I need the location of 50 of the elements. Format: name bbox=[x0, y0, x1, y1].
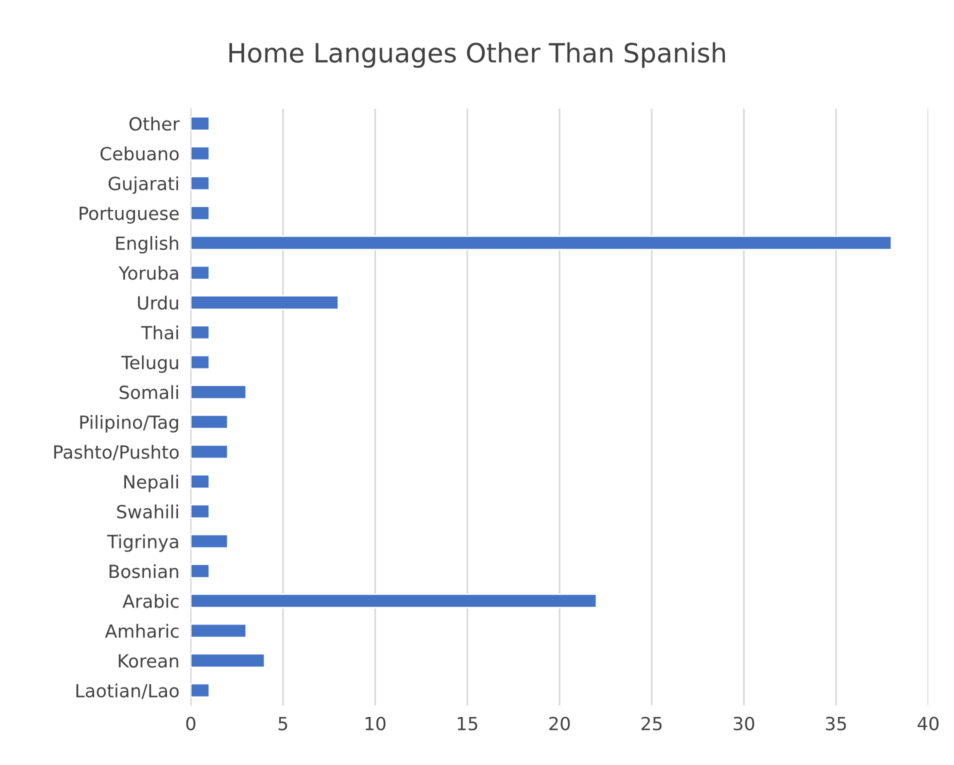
y-tick-label: Yoruba bbox=[118, 266, 178, 280]
chart-title: Home Languages Other Than Spanish bbox=[229, 42, 725, 68]
x-tick-label: 0 bbox=[186, 716, 196, 730]
y-tick-label: Laotian/Lao bbox=[76, 684, 179, 699]
x-tick-label: 30 bbox=[734, 716, 754, 730]
y-tick-label: Cebuano bbox=[100, 146, 179, 160]
x-tick-label: 20 bbox=[549, 716, 570, 730]
bar bbox=[190, 444, 228, 460]
bar bbox=[190, 564, 210, 578]
x-tick-label: 10 bbox=[366, 716, 386, 730]
y-tick-label: Gujarati bbox=[108, 176, 178, 194]
bar bbox=[190, 504, 210, 519]
y-tick-label: Amharic bbox=[105, 624, 179, 638]
bar bbox=[190, 295, 339, 310]
bar bbox=[190, 235, 892, 250]
bar bbox=[190, 683, 210, 698]
bar bbox=[190, 354, 210, 370]
x-tick-label: 40 bbox=[918, 716, 939, 730]
x-tick-label: 5 bbox=[278, 716, 288, 730]
bar bbox=[190, 474, 210, 489]
x-tick-label: 15 bbox=[458, 716, 478, 730]
y-tick-label: Korean bbox=[118, 654, 178, 668]
bar bbox=[190, 324, 210, 340]
y-tick-label: Arabic bbox=[122, 594, 179, 608]
y-tick-label: Nepali bbox=[124, 474, 178, 492]
y-tick-label: Portuguese bbox=[80, 206, 179, 224]
bar bbox=[190, 623, 247, 638]
bar bbox=[190, 414, 228, 430]
bar bbox=[190, 206, 210, 220]
y-tick-label: Telugu bbox=[121, 355, 178, 373]
bar bbox=[190, 653, 266, 668]
bar bbox=[190, 176, 210, 191]
y-tick-label: Other bbox=[129, 116, 180, 131]
y-tick-label: Pashto/Pushto bbox=[54, 444, 179, 460]
y-tick-label: Thai bbox=[141, 326, 178, 340]
bar bbox=[190, 116, 210, 131]
bar bbox=[190, 146, 210, 161]
x-tick-label: 25 bbox=[642, 716, 662, 730]
y-tick-label: Urdu bbox=[138, 296, 178, 310]
y-tick-label: Pilipino/Tag bbox=[80, 415, 178, 433]
x-tick-label: 35 bbox=[826, 716, 846, 730]
bar bbox=[190, 265, 210, 280]
y-tick-label: Swahili bbox=[117, 504, 178, 519]
bar bbox=[190, 594, 598, 608]
y-tick-label: Bosnian bbox=[110, 564, 178, 578]
bar bbox=[190, 384, 247, 400]
y-tick-label: English bbox=[116, 236, 178, 254]
y-tick-label: Somali bbox=[120, 385, 178, 400]
bar bbox=[190, 534, 228, 549]
y-tick-label: Tigrinya bbox=[107, 534, 178, 552]
